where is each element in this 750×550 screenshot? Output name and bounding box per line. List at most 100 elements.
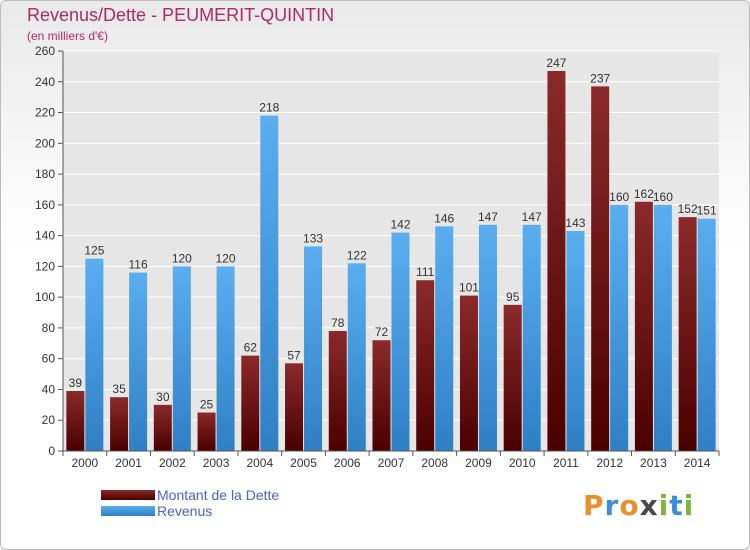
logo-letter: o bbox=[619, 489, 640, 522]
bar-debt bbox=[110, 397, 129, 451]
data-label-revenue: 146 bbox=[434, 211, 454, 225]
chart-title: Revenus/Dette - PEUMERIT-QUINTIN bbox=[27, 5, 335, 25]
logo-letter: r bbox=[604, 489, 620, 522]
bar-revenue bbox=[697, 218, 716, 451]
y-tick-label: 60 bbox=[42, 352, 56, 366]
x-tick-label: 2012 bbox=[596, 456, 623, 470]
x-tick-label: 2002 bbox=[159, 456, 186, 470]
data-label-revenue: 125 bbox=[84, 244, 104, 258]
bar-revenue bbox=[85, 258, 104, 451]
data-label-debt: 162 bbox=[634, 187, 654, 201]
y-tick-label: 140 bbox=[35, 229, 55, 243]
bar-debt bbox=[591, 86, 610, 451]
bar-revenue bbox=[653, 204, 672, 451]
x-tick-label: 2009 bbox=[465, 456, 492, 470]
bar-revenue bbox=[435, 226, 454, 451]
data-label-revenue: 116 bbox=[129, 258, 148, 272]
data-label-revenue: 147 bbox=[478, 210, 498, 224]
logo-letter: t bbox=[669, 489, 684, 522]
x-tick-label: 2003 bbox=[203, 456, 230, 470]
y-tick-label: 180 bbox=[35, 167, 55, 181]
data-label-debt: 30 bbox=[156, 390, 170, 404]
x-tick-label: 2006 bbox=[334, 456, 361, 470]
bar-debt bbox=[547, 71, 566, 451]
data-label-revenue: 218 bbox=[259, 101, 279, 115]
bar-revenue bbox=[260, 115, 279, 451]
x-tick-label: 2008 bbox=[421, 456, 448, 470]
data-label-debt: 62 bbox=[244, 341, 258, 355]
logo-letter: i bbox=[683, 489, 695, 522]
y-tick-label: 80 bbox=[42, 321, 56, 335]
bar-debt bbox=[503, 304, 522, 451]
y-tick-label: 260 bbox=[35, 44, 55, 58]
x-tick-label: 2001 bbox=[115, 456, 142, 470]
data-label-debt: 39 bbox=[69, 376, 83, 390]
data-label-revenue: 143 bbox=[565, 216, 585, 230]
y-tick-label: 0 bbox=[48, 444, 55, 458]
legend-label-debt: Montant de la Dette bbox=[157, 487, 280, 503]
bar-revenue bbox=[478, 224, 497, 451]
bar-revenue bbox=[129, 272, 148, 451]
y-tick-label: 20 bbox=[42, 413, 56, 427]
bar-debt bbox=[66, 391, 85, 451]
bar-debt bbox=[678, 217, 697, 451]
data-label-debt: 72 bbox=[375, 325, 389, 339]
y-tick-label: 100 bbox=[35, 290, 55, 304]
bar-debt bbox=[153, 404, 172, 451]
data-label-debt: 247 bbox=[546, 56, 566, 70]
data-label-debt: 35 bbox=[112, 382, 126, 396]
data-label-debt: 95 bbox=[506, 290, 520, 304]
bar-revenue bbox=[391, 232, 410, 451]
logo-letter: P bbox=[583, 489, 605, 522]
data-label-revenue: 151 bbox=[697, 204, 717, 218]
x-tick-label: 2007 bbox=[378, 456, 405, 470]
y-tick-label: 160 bbox=[35, 198, 55, 212]
data-label-debt: 152 bbox=[678, 202, 698, 216]
bar-revenue bbox=[304, 246, 323, 451]
data-label-revenue: 120 bbox=[172, 251, 192, 265]
data-label-debt: 111 bbox=[416, 265, 435, 279]
data-label-debt: 237 bbox=[590, 71, 610, 85]
x-tick-label: 2000 bbox=[72, 456, 99, 470]
bar-revenue bbox=[522, 224, 541, 451]
chart-subtitle: (en milliers d'€) bbox=[27, 29, 108, 43]
y-tick-label: 40 bbox=[42, 382, 56, 396]
logo-letter: x bbox=[639, 489, 659, 522]
bar-debt bbox=[241, 355, 260, 451]
bar-revenue bbox=[216, 266, 235, 451]
x-tick-label: 2005 bbox=[290, 456, 317, 470]
bar-debt bbox=[285, 363, 304, 451]
y-tick-label: 220 bbox=[35, 106, 55, 120]
data-label-debt: 101 bbox=[459, 281, 479, 295]
y-tick-label: 120 bbox=[35, 259, 55, 273]
bar-debt bbox=[328, 331, 347, 451]
legend-swatch-revenue bbox=[101, 506, 155, 516]
data-label-revenue: 160 bbox=[653, 190, 673, 204]
x-tick-label: 2014 bbox=[684, 456, 711, 470]
logo-letter: i bbox=[658, 489, 670, 522]
x-tick-label: 2004 bbox=[246, 456, 273, 470]
bar-debt bbox=[197, 412, 216, 451]
data-label-debt: 57 bbox=[287, 348, 301, 362]
data-label-revenue: 122 bbox=[347, 248, 367, 262]
bar-debt bbox=[416, 280, 435, 451]
y-tick-label: 240 bbox=[35, 75, 55, 89]
legend-swatch-debt bbox=[101, 490, 155, 500]
data-label-revenue: 160 bbox=[609, 190, 629, 204]
data-label-revenue: 147 bbox=[522, 210, 542, 224]
y-tick-label: 200 bbox=[35, 136, 55, 150]
bar-revenue bbox=[566, 231, 585, 451]
plot-area bbox=[63, 51, 719, 451]
x-tick-label: 2010 bbox=[509, 456, 536, 470]
bar-debt bbox=[372, 340, 391, 451]
bar-debt bbox=[634, 201, 653, 451]
bar-revenue bbox=[347, 263, 366, 451]
data-label-revenue: 133 bbox=[303, 231, 323, 245]
bar-revenue bbox=[172, 266, 191, 451]
data-label-debt: 25 bbox=[200, 398, 214, 412]
proxiti-logo: Proxiti bbox=[583, 489, 694, 522]
x-tick-label: 2011 bbox=[553, 456, 579, 470]
legend-label-revenue: Revenus bbox=[157, 503, 213, 519]
